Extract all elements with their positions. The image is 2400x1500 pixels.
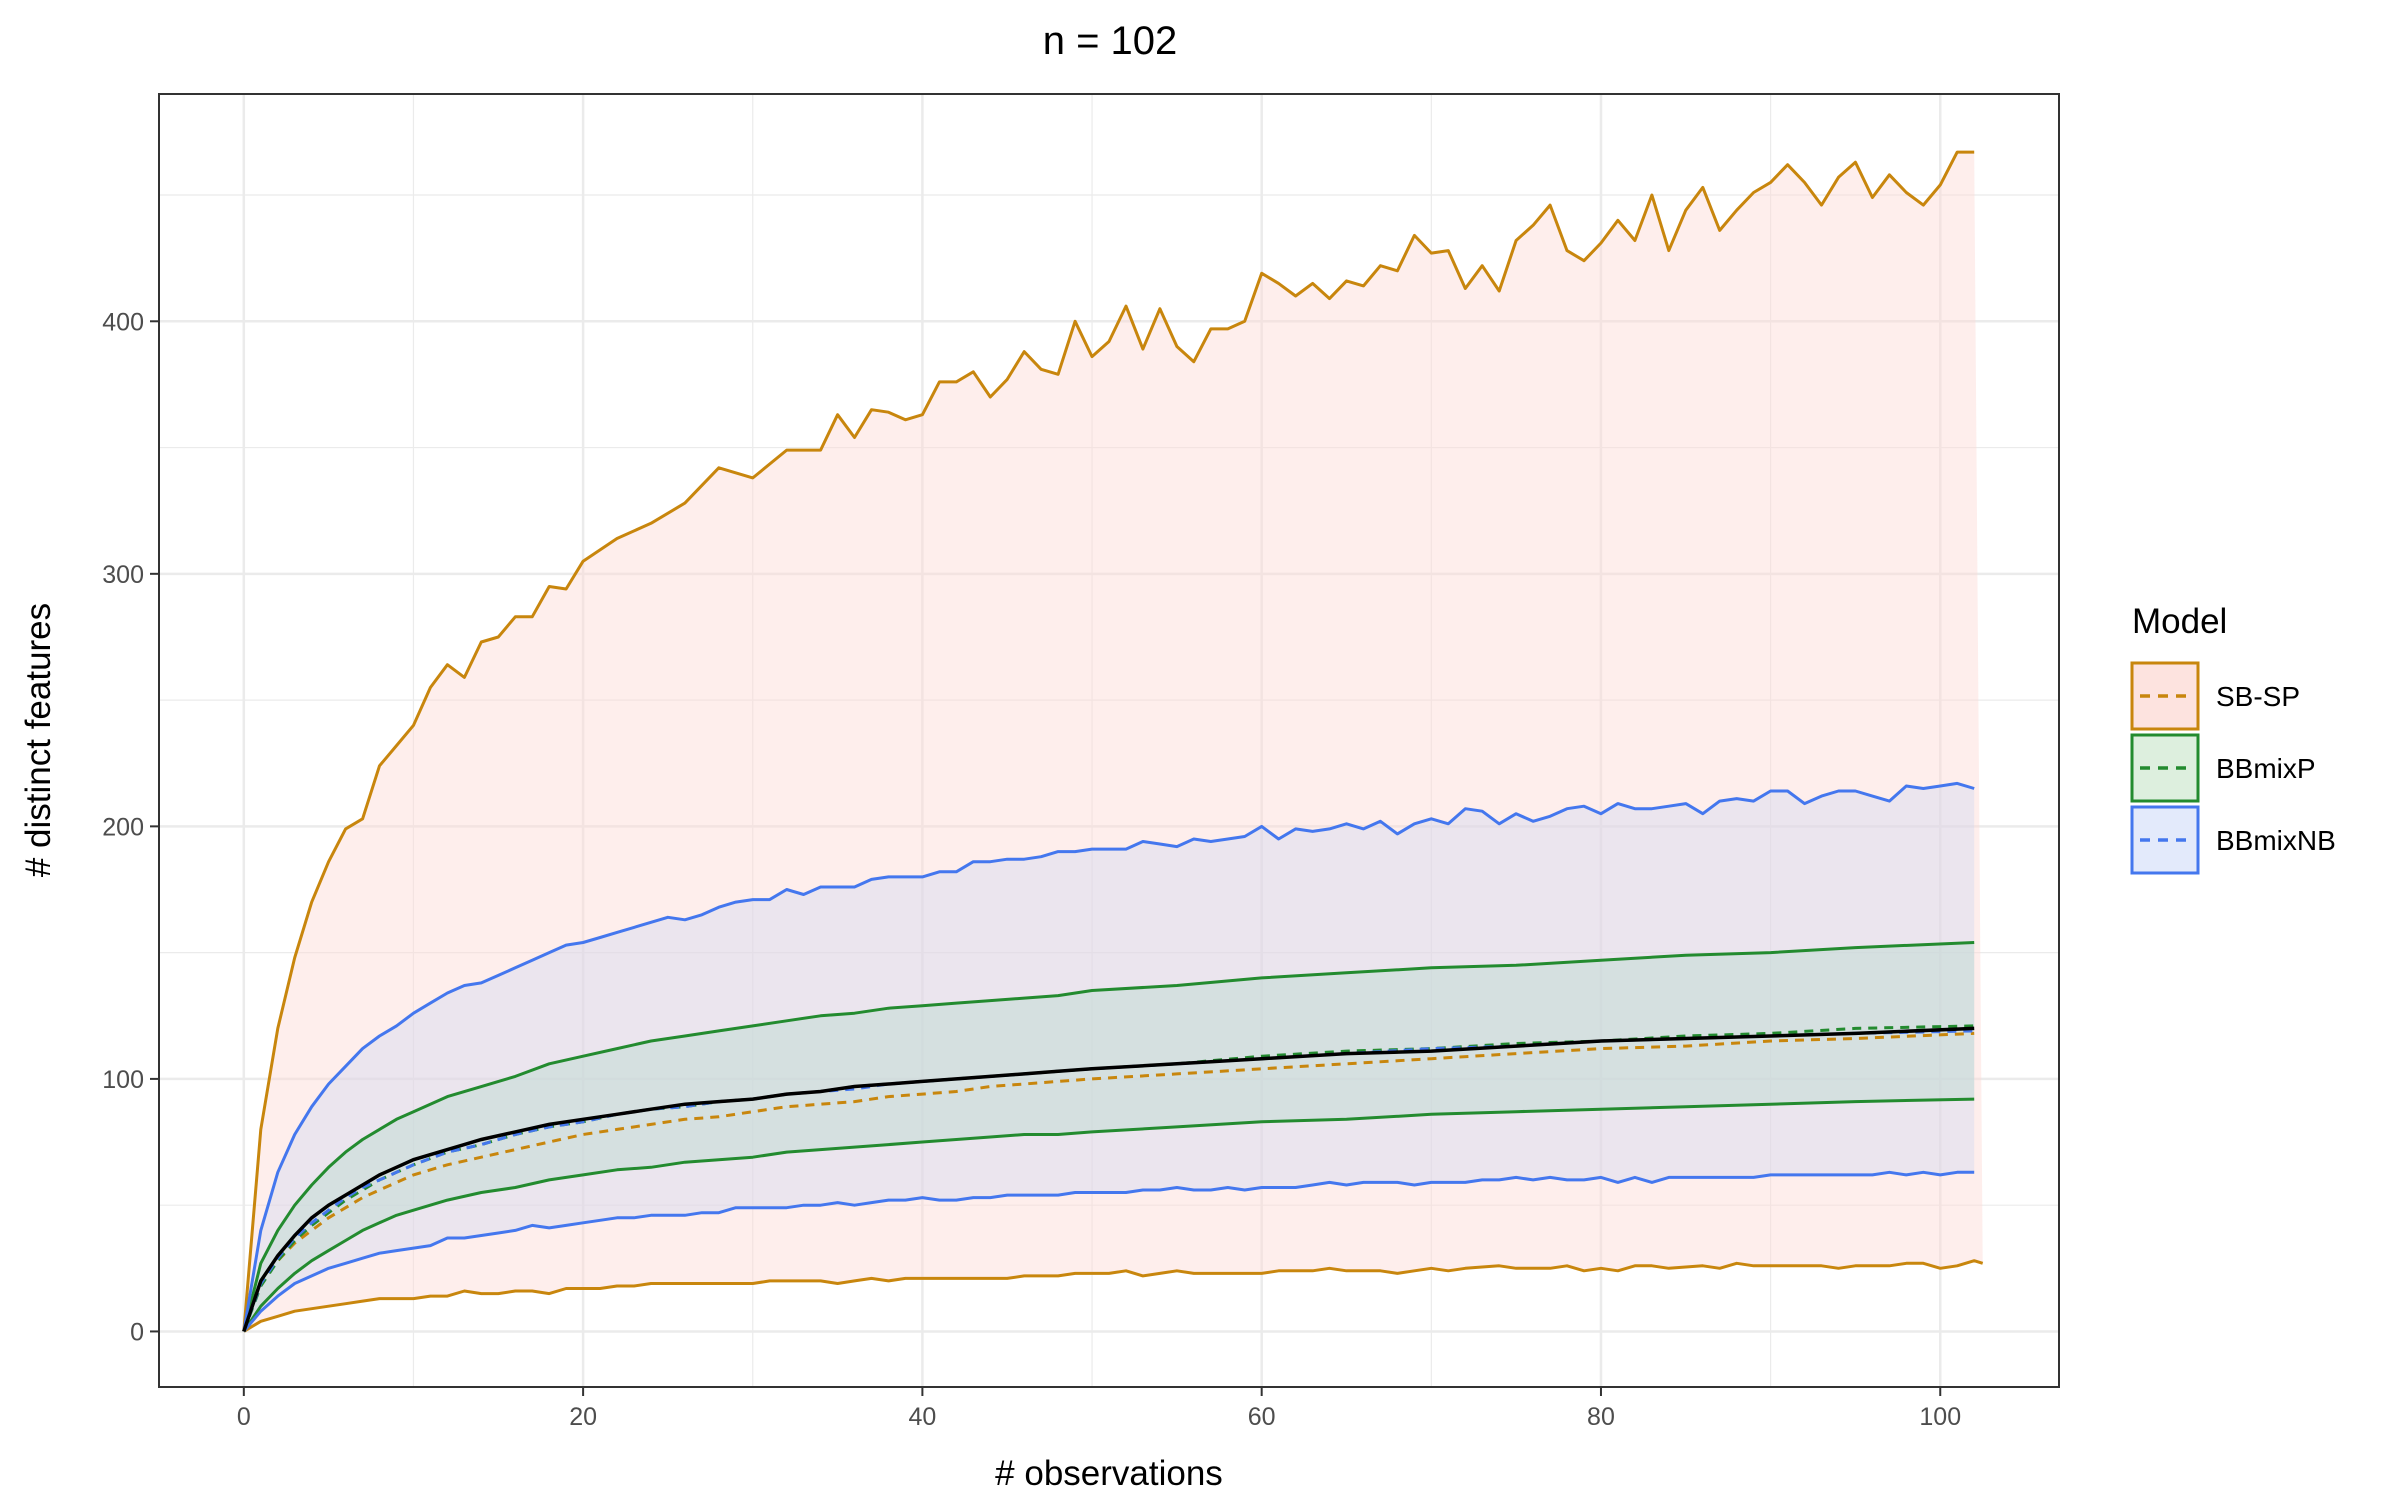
legend-label-sb-sp: SB-SP: [2216, 681, 2300, 712]
y-axis: 0 100 200 300 400: [102, 308, 159, 1346]
x-tick-label: 0: [237, 1403, 251, 1431]
bbmixp-lower-line: [242, 1097, 1975, 1333]
y-axis-title: # distinct features: [19, 603, 58, 877]
x-tick-label: 60: [1248, 1403, 1276, 1431]
legend-label-bbmixnb: BBmixNB: [2216, 825, 2336, 856]
legend: Model SB-SP BBmixP BBmixNB: [2130, 602, 2336, 875]
grid-lines: [159, 94, 2059, 1387]
observed-curve: [242, 1026, 1975, 1332]
sb-sp-lower-line: [243, 1259, 1984, 1333]
bbmixnb-lower-line: [242, 1170, 1975, 1333]
plot-panel-border: [158, 93, 2060, 1388]
x-axis-title: # observations: [995, 1454, 1223, 1493]
y-tick-label: 200: [102, 813, 144, 841]
y-tick-label: 100: [102, 1066, 144, 1094]
y-tick-label: 400: [102, 308, 144, 336]
x-tick-label: 80: [1587, 1403, 1615, 1431]
observed-curve-layer: [242, 1026, 1975, 1332]
x-axis: 0 20 40 60 80 100: [237, 1387, 1961, 1431]
x-tick-label: 100: [1919, 1403, 1961, 1431]
sb-sp-upper-line: [242, 150, 1975, 1332]
legend-title: Model: [2132, 602, 2227, 641]
bbmixnb-ribbon: [243, 783, 1975, 1332]
y-tick-label: 300: [102, 561, 144, 589]
x-tick-label: 20: [569, 1403, 597, 1431]
sb-sp-mean-line: [242, 1031, 1975, 1332]
y-tick-label: 0: [130, 1318, 144, 1346]
bbmixp-ribbon: [243, 942, 1975, 1332]
legend-label-bbmixp: BBmixP: [2216, 753, 2316, 784]
bbmixnb-upper-line: [242, 781, 1975, 1332]
interval-bound-lines: [242, 150, 1984, 1333]
chart-title: n = 102: [1043, 19, 1178, 63]
x-tick-label: 40: [908, 1403, 936, 1431]
bbmixp-upper-line: [242, 941, 1975, 1332]
